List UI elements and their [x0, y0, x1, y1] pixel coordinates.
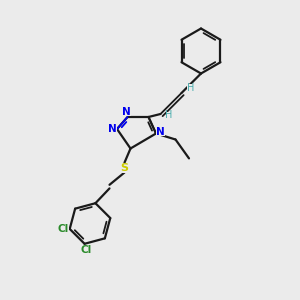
Bar: [108, 125, 117, 133]
Bar: [122, 108, 130, 116]
Text: N: N: [156, 127, 165, 137]
Text: N: N: [108, 124, 117, 134]
Text: H: H: [165, 110, 172, 121]
Bar: [187, 84, 194, 91]
Bar: [166, 112, 172, 119]
Bar: [81, 246, 92, 255]
Bar: [57, 225, 69, 233]
Bar: [156, 128, 165, 136]
Text: Cl: Cl: [80, 245, 92, 255]
Text: H: H: [187, 82, 194, 93]
Text: N: N: [122, 107, 130, 117]
Bar: [120, 164, 129, 172]
Text: S: S: [121, 163, 128, 173]
Text: Cl: Cl: [58, 224, 69, 234]
